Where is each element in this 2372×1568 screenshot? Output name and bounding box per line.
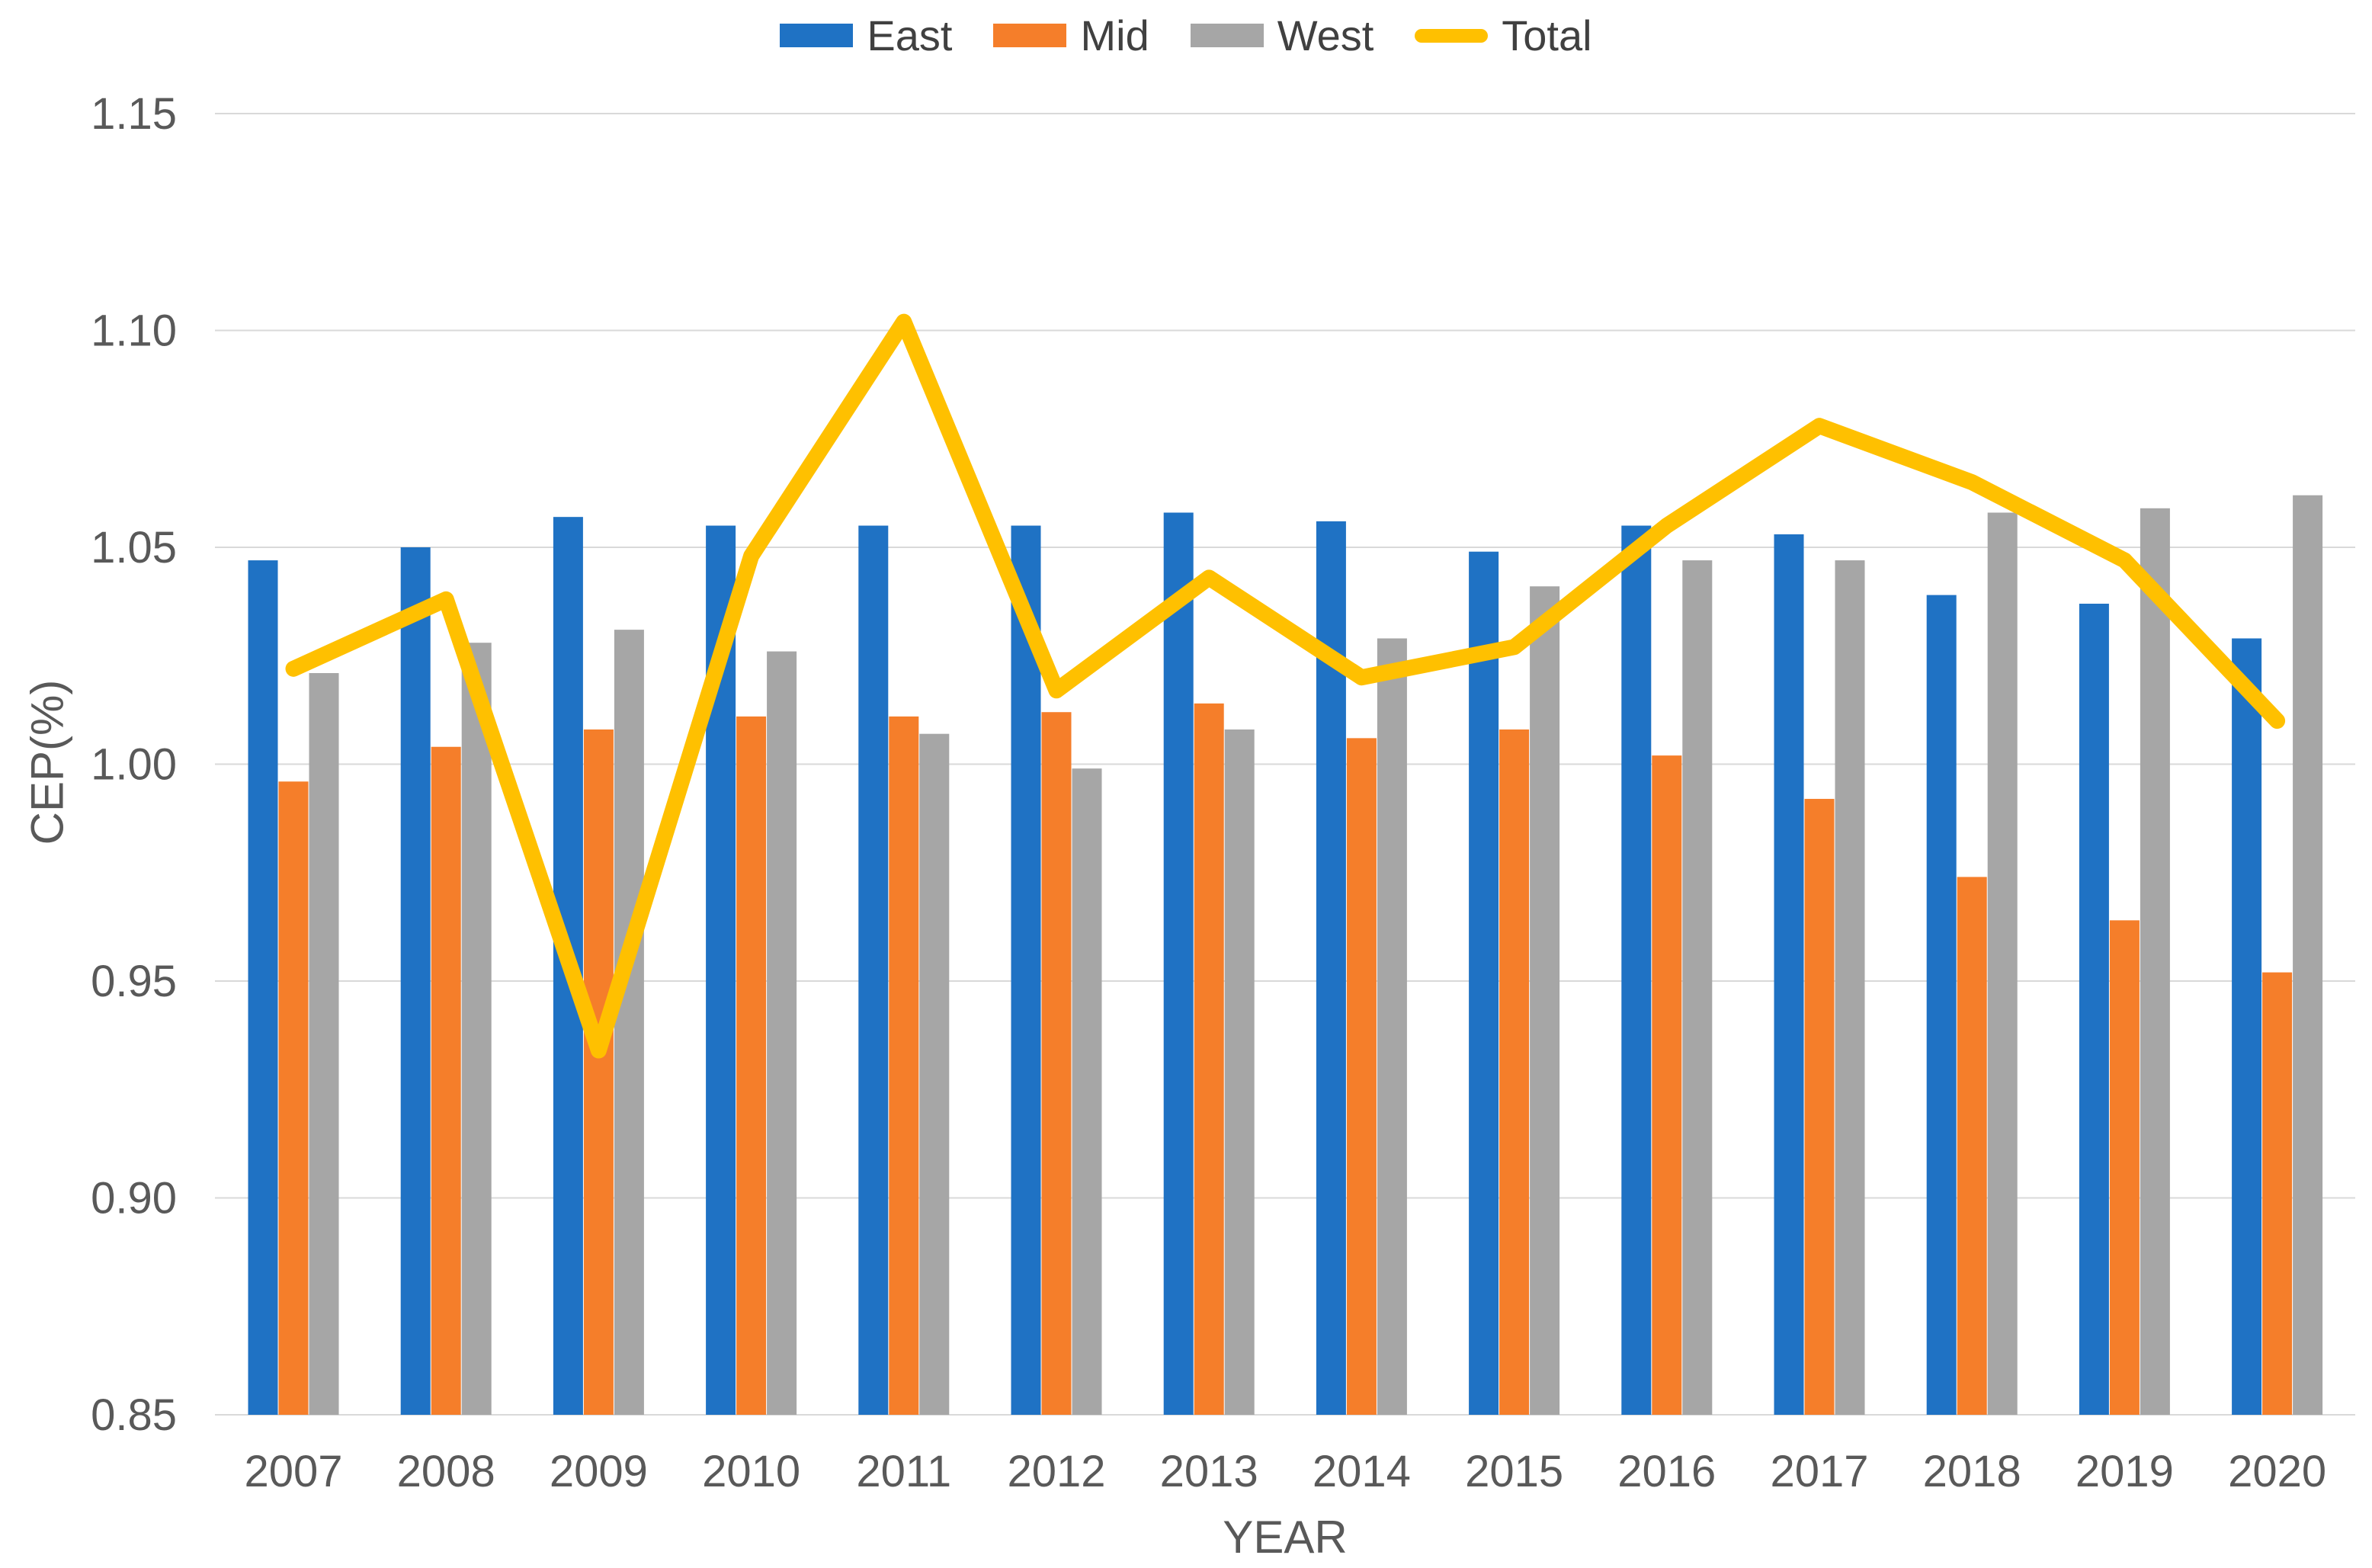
x-tick-2018: 2018	[1923, 1447, 2021, 1496]
x-tick-2012: 2012	[1007, 1447, 1105, 1496]
bar-mid-2009	[583, 729, 614, 1415]
bar-west-2019	[2140, 508, 2170, 1415]
bar-west-2016	[1682, 560, 1713, 1415]
bar-west-2018	[1987, 512, 2018, 1415]
bar-mid-2012	[1041, 712, 1072, 1415]
x-axis-title: YEAR	[1223, 1512, 1348, 1563]
bar-mid-2016	[1652, 755, 1682, 1415]
y-tick-1.05: 1.05	[91, 523, 177, 572]
legend-item-mid[interactable]: Mid	[993, 11, 1149, 60]
bar-west-2012	[1072, 768, 1102, 1415]
bar-mid-2014	[1346, 738, 1377, 1415]
y-tick-0.95: 0.95	[91, 957, 177, 1006]
bar-mid-2019	[2109, 920, 2140, 1415]
y-tick-0.85: 0.85	[91, 1390, 177, 1440]
x-tick-2010: 2010	[702, 1447, 800, 1496]
total-line	[285, 313, 2286, 1059]
y-axis-title: CEP(%)	[21, 679, 73, 845]
x-tick-2014: 2014	[1313, 1447, 1411, 1496]
bar-mid-2018	[1957, 877, 1987, 1415]
legend-item-total[interactable]: Total	[1415, 11, 1592, 60]
bar-east-2020	[2232, 638, 2262, 1415]
bar-west-2013	[1224, 729, 1255, 1415]
bar-west-2009	[614, 630, 644, 1415]
bar-east-2011	[858, 525, 889, 1415]
bar-west-2015	[1530, 586, 1560, 1416]
x-tick-2013: 2013	[1160, 1447, 1258, 1496]
x-tick-2011: 2011	[856, 1447, 951, 1496]
legend-label-mid: Mid	[1080, 11, 1149, 59]
bar-east-2019	[2079, 603, 2109, 1415]
x-tick-2015: 2015	[1465, 1447, 1563, 1496]
bar-east-2013	[1163, 512, 1194, 1415]
x-tick-2019: 2019	[2076, 1447, 2174, 1496]
legend-item-west[interactable]: West	[1190, 11, 1374, 60]
bar-east-2007	[248, 560, 278, 1415]
bar-east-2016	[1621, 525, 1652, 1415]
bar-west-2011	[919, 733, 950, 1415]
bar-west-2008	[461, 643, 492, 1415]
bar-east-2018	[1926, 595, 1957, 1415]
legend-label-east: East	[867, 11, 953, 59]
x-tick-2008: 2008	[397, 1447, 495, 1496]
legend: East Mid West Total	[0, 11, 2372, 60]
bar-mid-2017	[1804, 799, 1835, 1415]
bar-east-2008	[400, 547, 431, 1415]
y-tick-1.10: 1.10	[91, 306, 177, 356]
y-tick-1.00: 1.00	[91, 740, 177, 790]
x-tick-2020: 2020	[2228, 1447, 2326, 1496]
bar-west-2017	[1835, 560, 1865, 1415]
bar-west-2014	[1377, 638, 1407, 1415]
x-tick-2017: 2017	[1770, 1447, 1868, 1496]
bar-east-2012	[1011, 525, 1041, 1415]
x-tick-2016: 2016	[1617, 1447, 1716, 1496]
mid-swatch-icon	[993, 24, 1067, 47]
y-tick-0.90: 0.90	[91, 1174, 177, 1223]
legend-item-east[interactable]: East	[780, 11, 952, 60]
bar-west-2010	[767, 651, 797, 1415]
x-tick-2007: 2007	[244, 1447, 342, 1496]
y-tick-1.15: 1.15	[91, 89, 177, 139]
bar-west-2007	[309, 673, 339, 1415]
bar-west-2020	[2293, 495, 2323, 1415]
bar-east-2017	[1774, 534, 1804, 1416]
bar-mid-2010	[736, 716, 767, 1415]
bar-mid-2015	[1499, 729, 1530, 1415]
bar-east-2015	[1469, 551, 1499, 1416]
east-swatch-icon	[780, 24, 854, 47]
west-swatch-icon	[1190, 24, 1264, 47]
total-line-swatch-icon	[1415, 28, 1489, 43]
bar-mid-2013	[1194, 703, 1224, 1415]
bar-mid-2011	[889, 716, 919, 1415]
legend-label-west: West	[1277, 11, 1374, 59]
bar-mid-2008	[431, 746, 461, 1415]
legend-label-total: Total	[1502, 11, 1592, 59]
bar-mid-2007	[278, 781, 309, 1415]
bar-mid-2020	[2262, 972, 2293, 1415]
x-tick-2009: 2009	[550, 1447, 648, 1496]
